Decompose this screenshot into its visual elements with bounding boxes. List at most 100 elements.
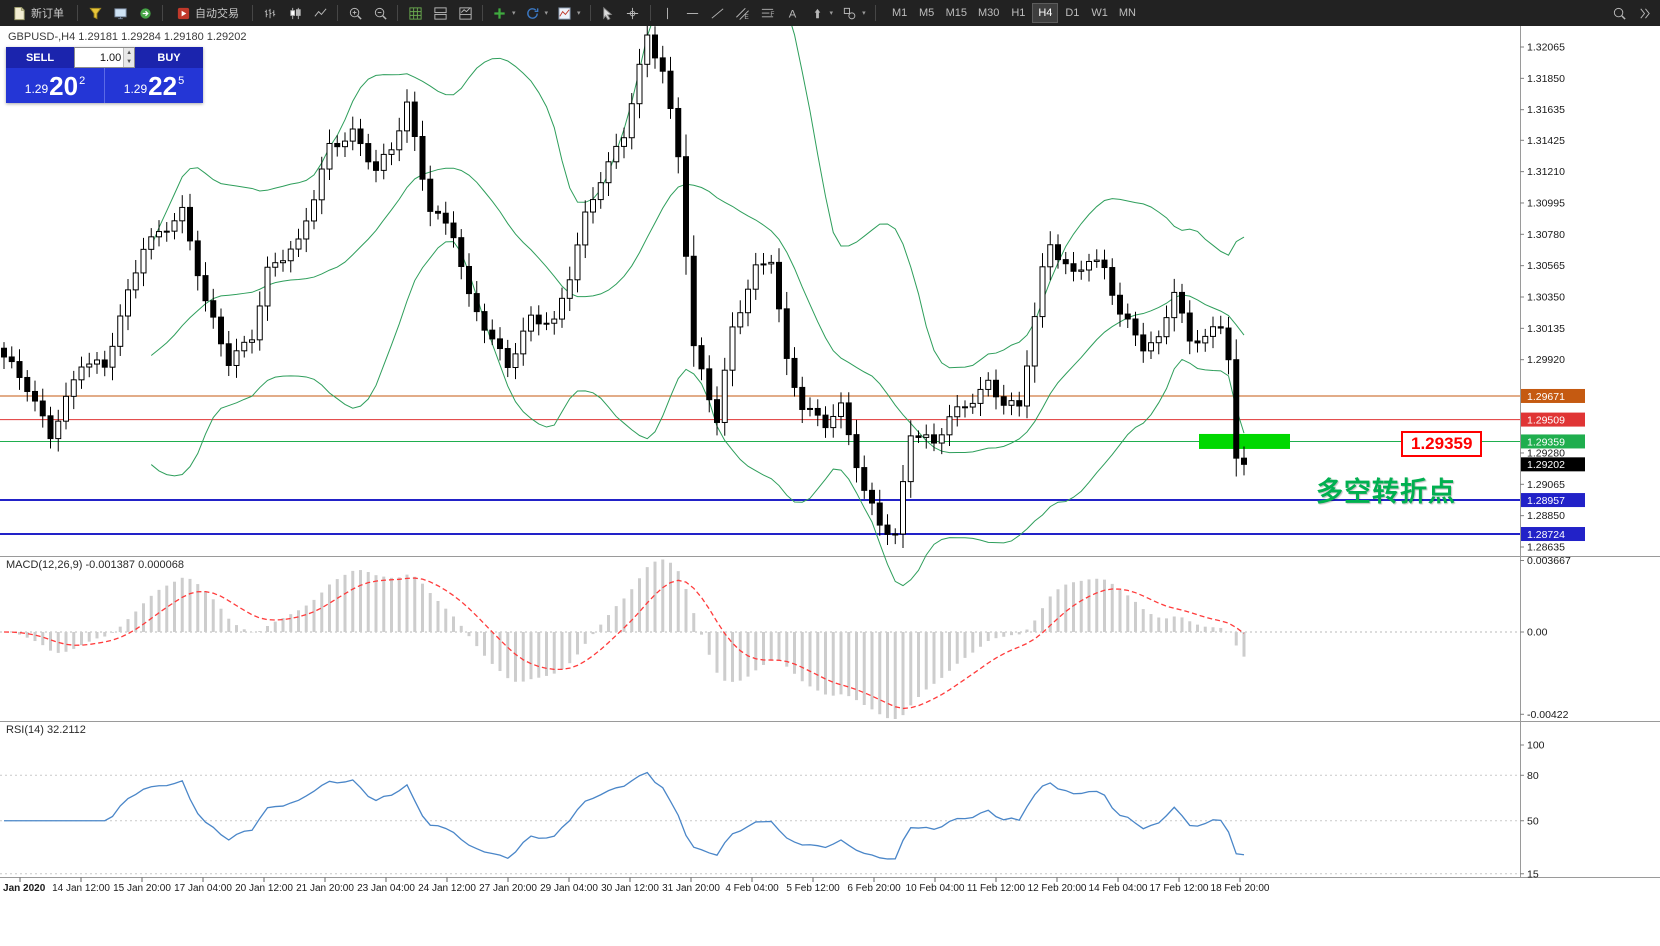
text-button[interactable]: A [781, 2, 805, 24]
svg-text:1.29920: 1.29920 [1527, 354, 1565, 366]
zoom-out-button[interactable] [368, 2, 392, 24]
toolbar-separator [252, 5, 253, 21]
equidistant-channel-button[interactable]: E [731, 2, 755, 24]
market-watch-button[interactable] [108, 2, 132, 24]
chevron-down-icon: ▾ [829, 10, 834, 17]
svg-text:1.29509: 1.29509 [1527, 414, 1565, 426]
timeframe-button-m30[interactable]: M30 [977, 7, 1000, 19]
svg-text:31 Jan 20:00: 31 Jan 20:00 [662, 883, 720, 894]
timeframe-button-m5[interactable]: M5 [918, 7, 935, 19]
timeframe-toolbar: M1 M5 M15 M30 H1 H4 D1 W1 MN [887, 3, 1141, 23]
toolbar-separator [337, 5, 338, 21]
svg-text:80: 80 [1527, 770, 1539, 782]
panels-button[interactable] [1632, 2, 1656, 24]
new-order-label: 新订单 [31, 8, 64, 20]
volume-input[interactable] [75, 48, 124, 67]
toolbar-separator [482, 5, 483, 21]
volume-up-button[interactable]: ▲ [124, 48, 134, 58]
indicators-button[interactable]: ▾ [553, 2, 585, 24]
svg-text:14 Jan 12:00: 14 Jan 12:00 [52, 883, 110, 894]
buy-price[interactable]: 1.29 22 5 [105, 68, 203, 103]
timeframe-button-d1[interactable]: D1 [1065, 7, 1080, 19]
fibonacci-button[interactable]: F [756, 2, 780, 24]
chevron-down-icon: ▾ [544, 10, 549, 17]
volume-down-button[interactable]: ▼ [124, 57, 134, 67]
svg-text:1.29671: 1.29671 [1527, 391, 1565, 403]
new-order-button[interactable]: 新订单 [4, 2, 72, 24]
timeframe-button-h4[interactable]: H4 [1032, 3, 1059, 23]
svg-text:0.00: 0.00 [1527, 627, 1548, 639]
chevron-down-icon: ▾ [512, 10, 516, 17]
svg-text:1.29202: 1.29202 [1527, 459, 1565, 471]
svg-text:1.31850: 1.31850 [1527, 73, 1565, 85]
vertical-line-icon [667, 7, 669, 19]
shapes-icon [843, 7, 856, 19]
arrows-icon [814, 8, 820, 18]
grid-button[interactable] [403, 2, 427, 24]
buy-price-sup: 5 [178, 74, 185, 87]
trendline-button[interactable] [706, 2, 730, 24]
timeframe-button-h1[interactable]: H1 [1011, 7, 1026, 19]
sell-price[interactable]: 1.29 20 2 [6, 68, 105, 103]
bar-chart-button[interactable] [258, 2, 282, 24]
timeframe-button-m1[interactable]: M1 [891, 7, 908, 19]
arrows-button[interactable]: ▾ [806, 2, 838, 24]
search-icon [1613, 7, 1626, 20]
timeframe-button-w1[interactable]: W1 [1091, 7, 1108, 19]
buy-price-base: 1.29 [123, 81, 148, 96]
cursor-icon [603, 6, 613, 20]
svg-text:20 Jan 12:00: 20 Jan 12:00 [235, 883, 293, 894]
candlestick-icon [289, 7, 301, 19]
sell-price-sup: 2 [79, 74, 86, 87]
svg-text:-0.00422: -0.00422 [1527, 709, 1569, 721]
buy-button[interactable]: BUY [135, 47, 203, 68]
rsi-indicator-label: RSI(14) 32.2112 [6, 724, 86, 736]
connect-button[interactable] [133, 2, 157, 24]
svg-text:1.30135: 1.30135 [1527, 323, 1565, 335]
toolbar-separator [649, 5, 651, 21]
panels-icon [1639, 8, 1650, 18]
cursor-button[interactable] [596, 2, 620, 24]
timeframe-button-m15[interactable]: M15 [945, 7, 967, 19]
zoom-in-icon [349, 7, 362, 20]
search-button[interactable] [1607, 2, 1631, 24]
pivot-annotation-text[interactable]: 多空转折点 [1316, 477, 1456, 507]
refresh-button[interactable]: ▾ [521, 2, 553, 24]
funnel-button[interactable] [83, 2, 107, 24]
horizontal-line-button[interactable] [681, 2, 705, 24]
svg-text:1.28635: 1.28635 [1527, 541, 1565, 553]
toolbar: 新订单 自动交易 [0, 0, 1660, 26]
shapes-button[interactable]: ▾ [838, 2, 870, 24]
new-chart-button[interactable]: ▾ [488, 2, 520, 24]
svg-text:0.003667: 0.003667 [1527, 555, 1571, 567]
svg-text:18 Feb 20:00: 18 Feb 20:00 [1211, 883, 1270, 894]
crosshair-icon [626, 7, 639, 19]
indicator-window-button[interactable] [453, 2, 477, 24]
svg-text:5 Feb 12:00: 5 Feb 12:00 [786, 883, 840, 894]
svg-text:1.29359: 1.29359 [1527, 436, 1565, 448]
zoom-in-button[interactable] [343, 2, 367, 24]
crosshair-button[interactable] [621, 2, 645, 24]
svg-text:A: A [789, 8, 797, 20]
price-callout-label[interactable]: 1.29359 [1401, 431, 1483, 457]
svg-text:15: 15 [1527, 868, 1539, 880]
one-click-trading-panel: SELL ▲ ▼ BUY 1.29 20 2 1.29 22 5 [6, 47, 203, 103]
vertical-line-button[interactable] [656, 2, 680, 24]
svg-text:1.30350: 1.30350 [1527, 291, 1565, 303]
svg-text:E: E [744, 14, 749, 21]
line-chart-button[interactable] [308, 2, 332, 24]
tile-windows-button[interactable] [428, 2, 452, 24]
auto-trading-button[interactable]: 自动交易 [168, 2, 247, 24]
svg-text:29 Jan 04:00: 29 Jan 04:00 [540, 883, 598, 894]
connect-icon [139, 7, 151, 19]
svg-text:1.31210: 1.31210 [1527, 166, 1565, 178]
market-watch-icon [113, 7, 127, 19]
volume-field: ▲ ▼ [74, 47, 135, 68]
sell-button[interactable]: SELL [6, 47, 74, 68]
candlestick-button[interactable] [283, 2, 307, 24]
svg-text:17 Feb 12:00: 17 Feb 12:00 [1150, 883, 1209, 894]
trendline-icon [711, 7, 724, 19]
timeframe-button-mn[interactable]: MN [1118, 7, 1136, 19]
